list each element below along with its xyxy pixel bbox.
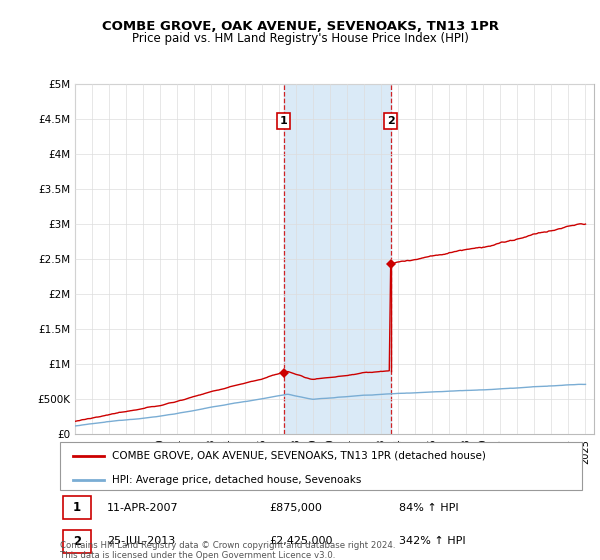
- Text: 25-JUL-2013: 25-JUL-2013: [107, 536, 175, 546]
- FancyBboxPatch shape: [62, 496, 91, 519]
- FancyBboxPatch shape: [62, 530, 91, 553]
- Text: Price paid vs. HM Land Registry's House Price Index (HPI): Price paid vs. HM Land Registry's House …: [131, 32, 469, 45]
- Text: 84% ↑ HPI: 84% ↑ HPI: [400, 503, 459, 512]
- Text: 1: 1: [280, 116, 287, 126]
- Text: 11-APR-2007: 11-APR-2007: [107, 503, 179, 512]
- Text: Contains HM Land Registry data © Crown copyright and database right 2024.
This d: Contains HM Land Registry data © Crown c…: [60, 540, 395, 560]
- Text: 2: 2: [387, 116, 395, 126]
- Text: £875,000: £875,000: [269, 503, 322, 512]
- Text: COMBE GROVE, OAK AVENUE, SEVENOAKS, TN13 1PR (detached house): COMBE GROVE, OAK AVENUE, SEVENOAKS, TN13…: [112, 451, 486, 461]
- Text: HPI: Average price, detached house, Sevenoaks: HPI: Average price, detached house, Seve…: [112, 474, 362, 484]
- Text: £2,425,000: £2,425,000: [269, 536, 332, 546]
- Text: 2: 2: [73, 535, 81, 548]
- Bar: [284, 84, 391, 434]
- Text: COMBE GROVE, OAK AVENUE, SEVENOAKS, TN13 1PR: COMBE GROVE, OAK AVENUE, SEVENOAKS, TN13…: [101, 20, 499, 32]
- Text: 1: 1: [73, 501, 81, 514]
- Text: 342% ↑ HPI: 342% ↑ HPI: [400, 536, 466, 546]
- FancyBboxPatch shape: [60, 442, 582, 490]
